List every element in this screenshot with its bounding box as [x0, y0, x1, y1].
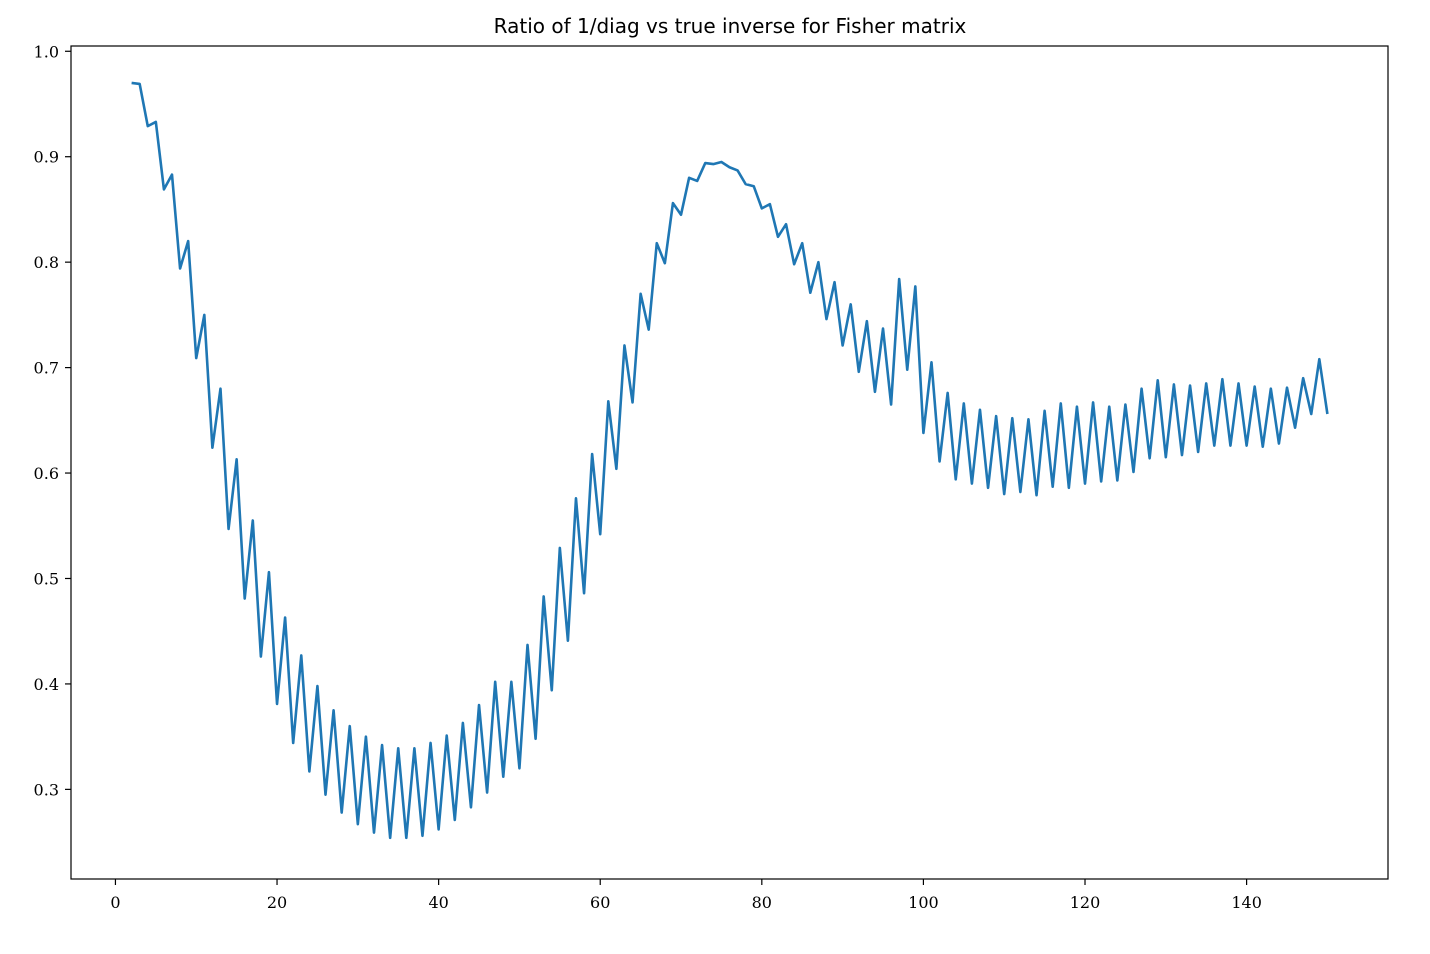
y-tick-label: 0.4	[34, 675, 59, 694]
x-tick-label: 0	[110, 893, 120, 912]
y-tick-label: 0.9	[34, 148, 59, 167]
x-tick-label: 100	[908, 893, 939, 912]
y-tick-label: 0.5	[34, 569, 59, 588]
series-line	[131, 81, 1329, 840]
x-tick-label: 140	[1231, 893, 1262, 912]
x-tick-label: 120	[1070, 893, 1101, 912]
y-tick-label: 0.3	[34, 780, 59, 799]
x-tick-label: 80	[752, 893, 772, 912]
y-tick-label: 0.7	[34, 359, 59, 378]
y-tick-label: 0.6	[34, 464, 59, 483]
y-tick-label: 0.8	[34, 253, 59, 272]
x-tick-label: 20	[267, 893, 287, 912]
x-tick-label: 40	[428, 893, 448, 912]
y-axis: 0.3 0.4 0.5 0.6 0.7 0.8 0.9 1.0	[34, 42, 71, 799]
x-axis: 0 20 40 60 80 100 120 140	[110, 879, 1262, 912]
chart-title: Ratio of 1/diag vs true inverse for Fish…	[494, 14, 967, 38]
plot-area-frame	[70, 45, 1389, 880]
x-tick-label: 60	[590, 893, 610, 912]
y-tick-label: 1.0	[34, 42, 59, 61]
